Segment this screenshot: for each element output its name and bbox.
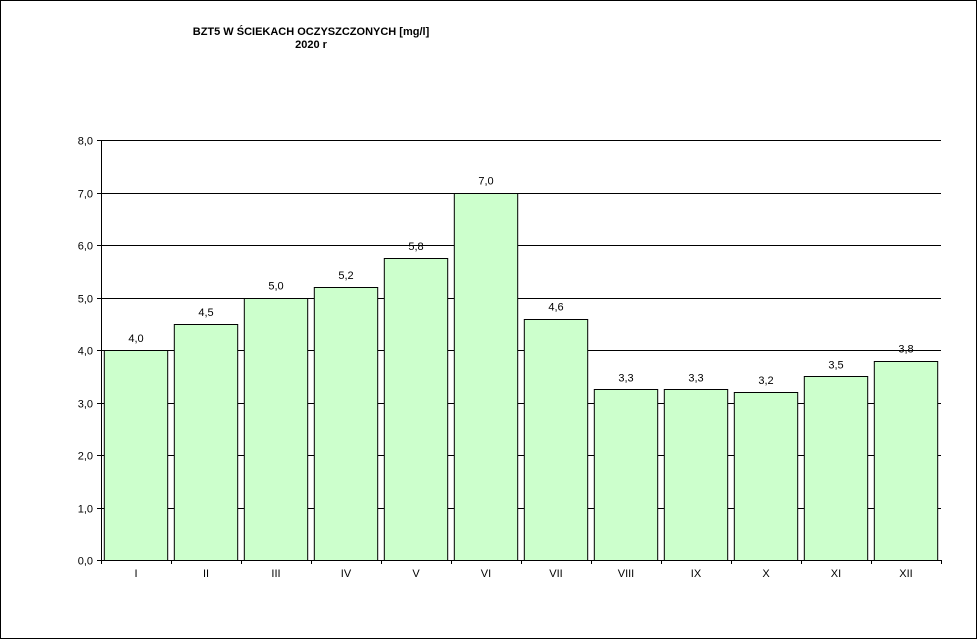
data-label-I: 4,0: [128, 333, 143, 345]
data-label-VII: 4,6: [548, 302, 563, 314]
x-tick-label: IV: [341, 568, 352, 580]
y-tick-label: 4,0: [78, 346, 93, 358]
x-tick-label: I: [134, 568, 137, 580]
y-tick-label: 8,0: [78, 136, 93, 148]
y-tick-label: 2,0: [78, 451, 93, 463]
x-tick-label: XI: [831, 568, 841, 580]
x-tick-label: V: [412, 568, 420, 580]
chart-title: BZT5 W ŚCIEKACH OCZYSZCZONYCH [mg/l]: [192, 26, 430, 38]
bar-VI: [453, 193, 519, 561]
data-label-V: 5,8: [408, 241, 423, 253]
grid-lines: [101, 140, 941, 509]
bar-II: [173, 324, 239, 561]
data-label-X: 3,2: [758, 375, 773, 387]
data-label-IV: 5,2: [338, 270, 353, 282]
x-tick-label: VI: [481, 568, 491, 580]
x-tick-label: VIII: [618, 568, 635, 580]
data-label-II: 4,5: [198, 307, 213, 319]
chart-title-block: BZT5 W ŚCIEKACH OCZYSZCZONYCH [mg/l] 202…: [151, 26, 471, 52]
bar-IX: [663, 389, 729, 561]
bar-IV: [313, 287, 379, 561]
y-tick-label: 6,0: [78, 241, 93, 253]
y-tick-label: 7,0: [78, 189, 93, 201]
y-tick-label: 1,0: [78, 504, 93, 516]
bar-III: [243, 298, 309, 561]
bar-X: [733, 392, 799, 561]
data-label-VI: 7,0: [478, 176, 493, 188]
data-labels: 4,0 4,5 5,0 5,2 5,8 7,0 4,6 3,3 3,3 3,2 3,5 3,8: [128, 176, 913, 388]
x-tick-label: III: [271, 568, 280, 580]
bar-VIII: [593, 389, 659, 561]
data-label-XI: 3,5: [828, 359, 843, 371]
chart-subtitle: 2020 r: [295, 39, 327, 51]
x-tick-label: IX: [691, 568, 702, 580]
bar-I: [103, 350, 169, 561]
x-tick-label: VII: [549, 568, 562, 580]
bar-XII: [873, 361, 939, 561]
x-tick-label: XII: [899, 568, 912, 580]
data-label-XII: 3,8: [898, 344, 913, 356]
bar-XI: [803, 376, 869, 561]
data-label-IX: 3,3: [688, 372, 703, 384]
y-tick-labels: 0,0 1,0 2,0 3,0 4,0 5,0 6,0 7,0 8,0: [78, 136, 93, 568]
axes: [97, 140, 942, 564]
bar-V: [383, 258, 449, 561]
bars: [103, 193, 939, 561]
x-tick-label: X: [762, 568, 770, 580]
bar-VII: [523, 319, 589, 561]
y-tick-label: 3,0: [78, 399, 93, 411]
y-tick-label: 0,0: [78, 556, 93, 568]
data-label-III: 5,0: [268, 281, 283, 293]
y-tick-label: 5,0: [78, 294, 93, 306]
data-label-VIII: 3,3: [618, 372, 633, 384]
x-tick-labels: I II III IV V VI VII VIII IX X XI XII: [134, 568, 912, 580]
x-tick-label: II: [203, 568, 209, 580]
